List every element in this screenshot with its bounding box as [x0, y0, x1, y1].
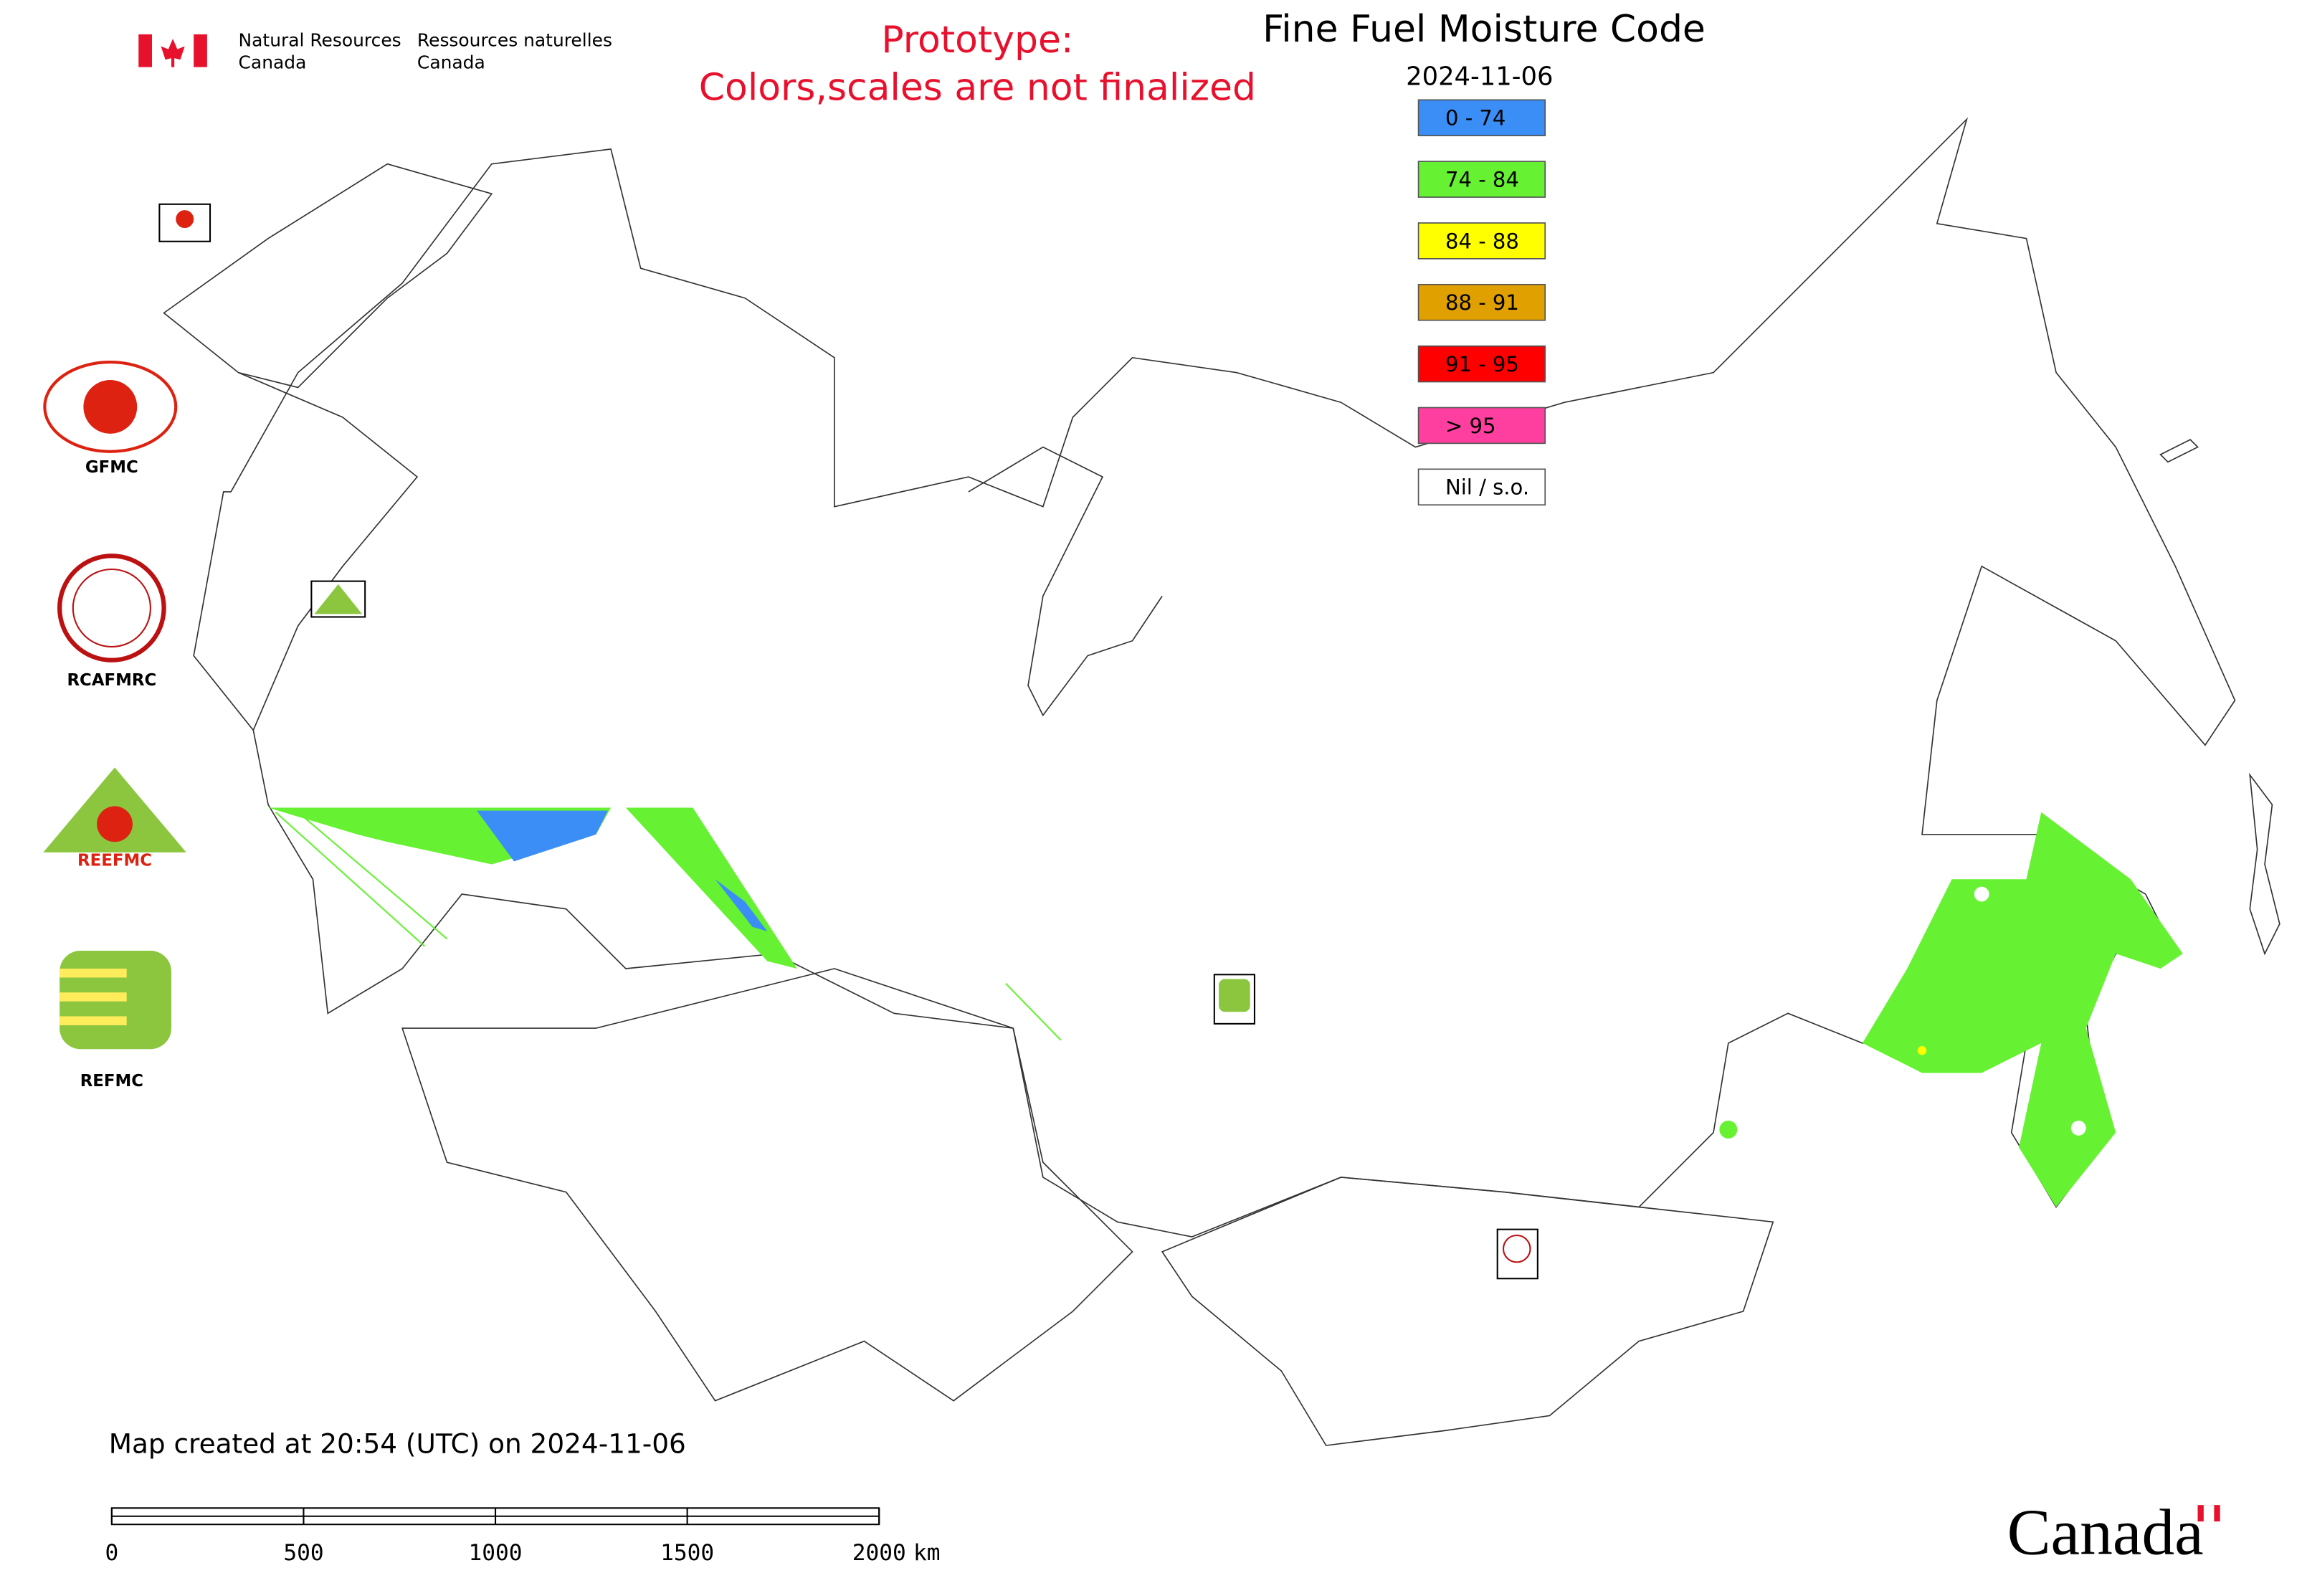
- legend-swatch: [1417, 99, 1546, 137]
- rcafmrc-logo: [57, 554, 166, 662]
- map-marker: [1219, 979, 1250, 1012]
- ffmc-spot: [1917, 1046, 1927, 1055]
- canada-wordmark: Canada: [2007, 1496, 2204, 1569]
- notice: Colors,scales are not finalized: [699, 66, 1256, 109]
- gfmc-logo: [83, 380, 138, 434]
- legend-swatch: [1417, 283, 1546, 321]
- fire-weather-fill: [268, 807, 2183, 1207]
- reefmc-logo: [97, 806, 133, 842]
- scale-label: 500: [283, 1540, 323, 1566]
- legend-swatch: [1417, 161, 1546, 198]
- partner-label: REEFMC: [77, 852, 152, 870]
- legend-label: 0 - 74: [1445, 106, 1506, 130]
- legend-label: 74 - 84: [1445, 167, 1519, 191]
- map-date: 2024-11-06: [1406, 62, 1553, 92]
- scale-label: 1500: [660, 1540, 714, 1566]
- legend: 0 - 74 74 - 84 84 - 88 88 - 91 91 - 95 > 95 Ni…: [1417, 99, 1546, 506]
- ffmc-spot: [1974, 886, 1989, 902]
- dept-fr: Canada: [417, 52, 485, 73]
- ffmc-area: [715, 879, 768, 932]
- ffmc-streak: [275, 811, 1062, 1041]
- scale-bar: 0 500 1000 1500 2000 km: [105, 1507, 941, 1566]
- partner-label: REFMC: [80, 1072, 143, 1091]
- ffmc-area: [477, 810, 608, 862]
- country-border: [238, 371, 419, 731]
- rcafmrc-logo: [72, 568, 151, 648]
- legend-label: 88 - 91: [1445, 290, 1519, 315]
- notice: Prototype:: [881, 19, 1073, 62]
- map-title: Fine Fuel Moisture Code: [1262, 8, 1706, 51]
- country-border: [1161, 1177, 1774, 1446]
- ffmc-area: [625, 807, 797, 969]
- wordmark-flag: [2203, 1505, 2215, 1522]
- island: [2159, 439, 2199, 463]
- footer-note: Map created at 20:54 (UTC) on 2024-11-06: [109, 1428, 686, 1459]
- partner-label: GFMC: [85, 458, 138, 477]
- base-map: [163, 117, 2280, 1446]
- ffmc-spot: [2070, 1120, 2086, 1136]
- maple-leaf: [161, 39, 185, 67]
- legend-label: Nil / s.o.: [1445, 475, 1529, 500]
- dept-fr: Ressources naturelles: [417, 29, 612, 50]
- gfmc-logo: [43, 361, 178, 453]
- scale-label: 1000: [469, 1540, 523, 1566]
- refmc-logo: [60, 992, 127, 1002]
- refmc-logo: [60, 1016, 127, 1025]
- map-marker: [1502, 1234, 1531, 1263]
- partner-label: RCAFMRC: [67, 671, 156, 690]
- dept-en: Canada: [239, 52, 307, 73]
- scale-unit: km: [913, 1540, 941, 1566]
- country-border: [968, 446, 1163, 717]
- flag-bar: [194, 34, 207, 67]
- ffmc-area: [1862, 812, 2183, 1207]
- map-marker: [314, 584, 363, 614]
- ffmc-area: [1719, 1120, 1738, 1139]
- island: [2249, 772, 2280, 956]
- map-marker: [1496, 1228, 1538, 1280]
- flag-bar: [138, 34, 152, 67]
- country-border: [163, 163, 493, 389]
- legend-label: 91 - 95: [1445, 352, 1519, 376]
- legend-swatch: [1417, 407, 1546, 445]
- refmc-logo: [60, 968, 127, 978]
- legend-swatch: [1417, 468, 1546, 506]
- legend-swatch: [1417, 345, 1546, 383]
- country-border: [401, 968, 1133, 1402]
- legend-label: 84 - 88: [1445, 229, 1519, 253]
- partner-logos: GFMC RCAFMRC REEFMC REFMC: [43, 203, 1538, 1280]
- legend-swatch: [1417, 222, 1546, 260]
- scale-label: 2000: [852, 1540, 906, 1566]
- header: Natural Resources Canada Ressources natu…: [138, 29, 612, 73]
- dept-en: Natural Resources: [239, 29, 401, 50]
- scale-label: 0: [105, 1540, 118, 1566]
- map-marker: [176, 210, 194, 229]
- legend-label: > 95: [1445, 414, 1496, 438]
